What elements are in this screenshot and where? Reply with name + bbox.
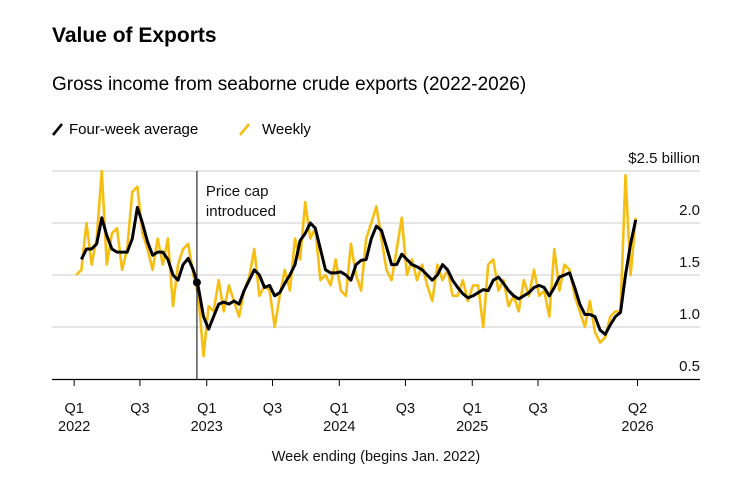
x-tick-quarter: Q1 (64, 401, 83, 417)
x-tick-quarter: Q3 (528, 401, 547, 417)
gridlines (52, 170, 700, 328)
four-week-average-line (80, 205, 638, 336)
legend-weekly: Weekly (262, 121, 311, 138)
x-tick-year: 2023 (191, 419, 223, 435)
chart-subtitle: Gross income from seaborne crude exports… (52, 74, 526, 95)
x-tick-year: 2022 (58, 419, 90, 435)
yellow-line-icon (238, 123, 251, 136)
black-line-icon (51, 123, 64, 136)
price-cap-label-line2: introduced (206, 203, 276, 220)
x-tick-quarter: Q3 (263, 401, 282, 417)
legend-four-week-average: Four-week average (69, 121, 198, 138)
x-tick-year: 2026 (621, 419, 653, 435)
series-group (75, 169, 638, 358)
x-tick-year: 2024 (323, 419, 355, 435)
chart-title: Value of Exports (52, 24, 217, 47)
x-tick-quarter: Q1 (330, 401, 349, 417)
y-tick-label: 0.5 (679, 358, 700, 375)
x-tick-quarter: Q1 (463, 401, 482, 417)
legend: Four-week average Weekly (51, 121, 311, 138)
x-tick-quarter: Q2 (628, 401, 647, 417)
x-tick-year: 2025 (456, 419, 488, 435)
price-cap-annotation: Price cap introduced (192, 171, 276, 379)
x-axis-ticks: Q1 2022 Q3 Q1 2023 Q3 Q1 2024 Q3 Q1 2025 Q3 Q2 2026 (58, 379, 654, 435)
y-axis-labels: 0.5 1.0 1.5 2.0 $2.5 billion (628, 150, 700, 375)
y-tick-label: 1.0 (679, 306, 700, 323)
x-tick-quarter: Q1 (197, 401, 216, 417)
x-tick-quarter: Q3 (130, 401, 149, 417)
x-tick-quarter: Q3 (396, 401, 415, 417)
price-cap-marker (192, 278, 201, 287)
x-axis-title: Week ending (begins Jan. 2022) (272, 449, 481, 465)
y-tick-label: $2.5 billion (628, 150, 700, 167)
price-cap-label-line1: Price cap (206, 183, 269, 200)
y-tick-label: 1.5 (679, 254, 700, 271)
y-tick-label: 2.0 (679, 202, 700, 219)
